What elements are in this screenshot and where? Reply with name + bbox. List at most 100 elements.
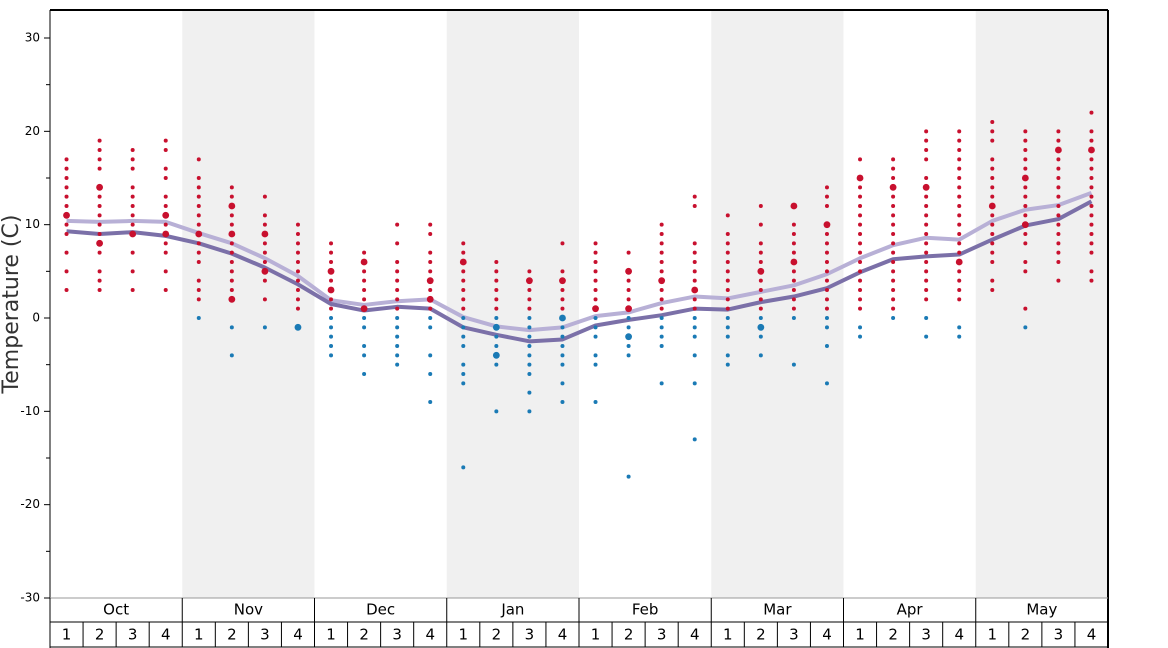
observation-dot: [692, 269, 697, 274]
observation-dot: [593, 362, 598, 367]
observation-dot: [492, 351, 500, 359]
observation-dot: [824, 232, 829, 236]
observation-dot: [758, 297, 763, 302]
observation-dot: [295, 241, 300, 246]
observation-dot: [692, 278, 697, 283]
observation-dot: [725, 297, 730, 302]
observation-dot: [329, 306, 334, 311]
observation-dot: [858, 213, 863, 218]
month-label: Mar: [763, 601, 792, 619]
observation-dot: [858, 241, 863, 246]
observation-dot: [692, 241, 697, 246]
week-label: 2: [888, 626, 898, 644]
observation-dot: [626, 474, 631, 479]
observation-dot: [395, 297, 400, 302]
observation-dot: [130, 204, 135, 208]
observation-dot: [262, 250, 267, 255]
observation-dot: [1089, 222, 1094, 227]
observation-dot: [527, 325, 532, 330]
observation-dot: [957, 288, 962, 292]
observation-dot: [329, 278, 334, 283]
week-label: 3: [789, 626, 799, 644]
observation-dot: [891, 269, 896, 274]
y-tick-label: 0: [32, 311, 40, 325]
observation-dot: [129, 230, 137, 238]
observation-dot: [891, 222, 896, 227]
observation-dot: [924, 334, 929, 339]
observation-dot: [494, 297, 499, 302]
week-label: 4: [425, 626, 435, 644]
observation-dot: [494, 278, 499, 283]
observation-dot: [957, 138, 962, 143]
observation-dot: [329, 260, 334, 264]
observation-dot: [362, 344, 367, 348]
observation-dot: [1023, 269, 1028, 274]
observation-dot: [891, 213, 896, 218]
observation-dot: [725, 213, 730, 218]
observation-dot: [97, 278, 102, 283]
observation-dot: [824, 306, 829, 311]
observation-dot: [758, 222, 763, 227]
observation-dot: [957, 297, 962, 302]
observation-dot: [395, 222, 400, 227]
month-band: [711, 10, 844, 598]
observation-dot: [461, 372, 466, 376]
month-label: Nov: [234, 601, 263, 619]
week-label: 1: [326, 626, 336, 644]
observation-dot: [428, 353, 433, 358]
observation-dot: [295, 306, 300, 311]
observation-dot: [824, 204, 829, 208]
month-label: Apr: [897, 601, 924, 619]
week-label: 1: [194, 626, 204, 644]
observation-dot: [494, 362, 499, 367]
observation-dot: [527, 362, 532, 367]
y-tick-label: 10: [25, 217, 40, 231]
observation-dot: [1023, 260, 1028, 264]
observation-dot: [824, 297, 829, 302]
observation-dot: [593, 353, 598, 358]
observation-dot: [1056, 166, 1061, 171]
observation-dot: [560, 241, 565, 246]
observation-dot: [229, 288, 234, 292]
observation-dot: [1056, 232, 1061, 236]
observation-dot: [758, 316, 763, 320]
observation-dot: [329, 250, 334, 255]
observation-dot: [97, 213, 102, 218]
observation-dot: [130, 222, 135, 227]
observation-dot: [692, 194, 697, 199]
observation-dot: [196, 260, 201, 264]
observation-dot: [957, 269, 962, 274]
observation-dot: [924, 204, 929, 208]
week-label: 4: [558, 626, 568, 644]
observation-dot: [362, 372, 367, 376]
observation-dot: [659, 269, 664, 274]
observation-dot: [395, 241, 400, 246]
week-label: 4: [822, 626, 832, 644]
observation-dot: [593, 250, 598, 255]
observation-dot: [791, 316, 796, 320]
observation-dot: [329, 316, 334, 320]
observation-dot: [1023, 157, 1028, 162]
observation-dot: [1021, 221, 1029, 229]
observation-dot: [1023, 241, 1028, 246]
observation-dot: [990, 120, 995, 124]
observation-dot: [858, 334, 863, 339]
observation-dot: [97, 232, 102, 236]
observation-dot: [592, 305, 599, 313]
observation-dot: [1023, 213, 1028, 218]
observation-dot: [362, 278, 367, 283]
observation-dot: [494, 334, 499, 339]
observation-dot: [824, 241, 829, 246]
observation-dot: [924, 232, 929, 236]
observation-dot: [957, 232, 962, 236]
observation-dot: [692, 437, 697, 442]
observation-dot: [428, 232, 433, 236]
observation-dot: [395, 334, 400, 339]
observation-dot: [990, 157, 995, 162]
observation-dot: [823, 221, 831, 229]
temperature-line: [66, 199, 1093, 344]
observation-dot: [924, 157, 929, 162]
observation-dot: [957, 278, 962, 283]
observation-dot: [428, 306, 433, 311]
